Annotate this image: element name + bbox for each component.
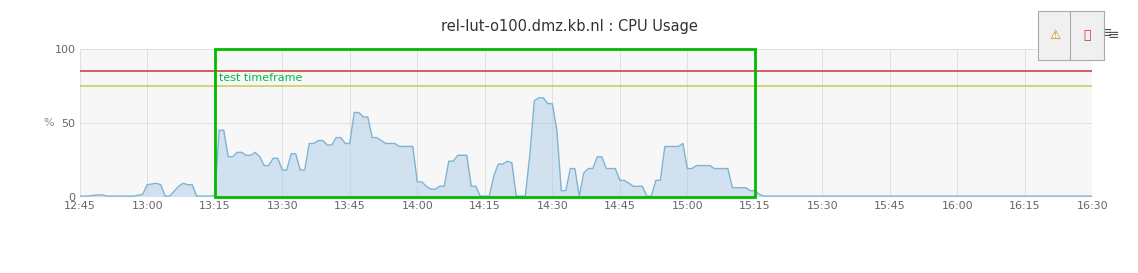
Text: ≡: ≡ — [1099, 25, 1113, 40]
Text: rel-lut-o100.dmz.kb.nl : CPU Usage: rel-lut-o100.dmz.kb.nl : CPU Usage — [440, 19, 698, 34]
Text: ⏻: ⏻ — [1083, 29, 1090, 42]
Text: test timeframe: test timeframe — [220, 73, 303, 83]
Bar — [215, 49, 754, 197]
Y-axis label: %: % — [43, 118, 55, 128]
Text: ⚠: ⚠ — [1049, 29, 1061, 42]
Text: ≡: ≡ — [1107, 28, 1119, 43]
Text: ●: ● — [1073, 26, 1085, 40]
Text: ⚠: ⚠ — [1039, 26, 1050, 40]
